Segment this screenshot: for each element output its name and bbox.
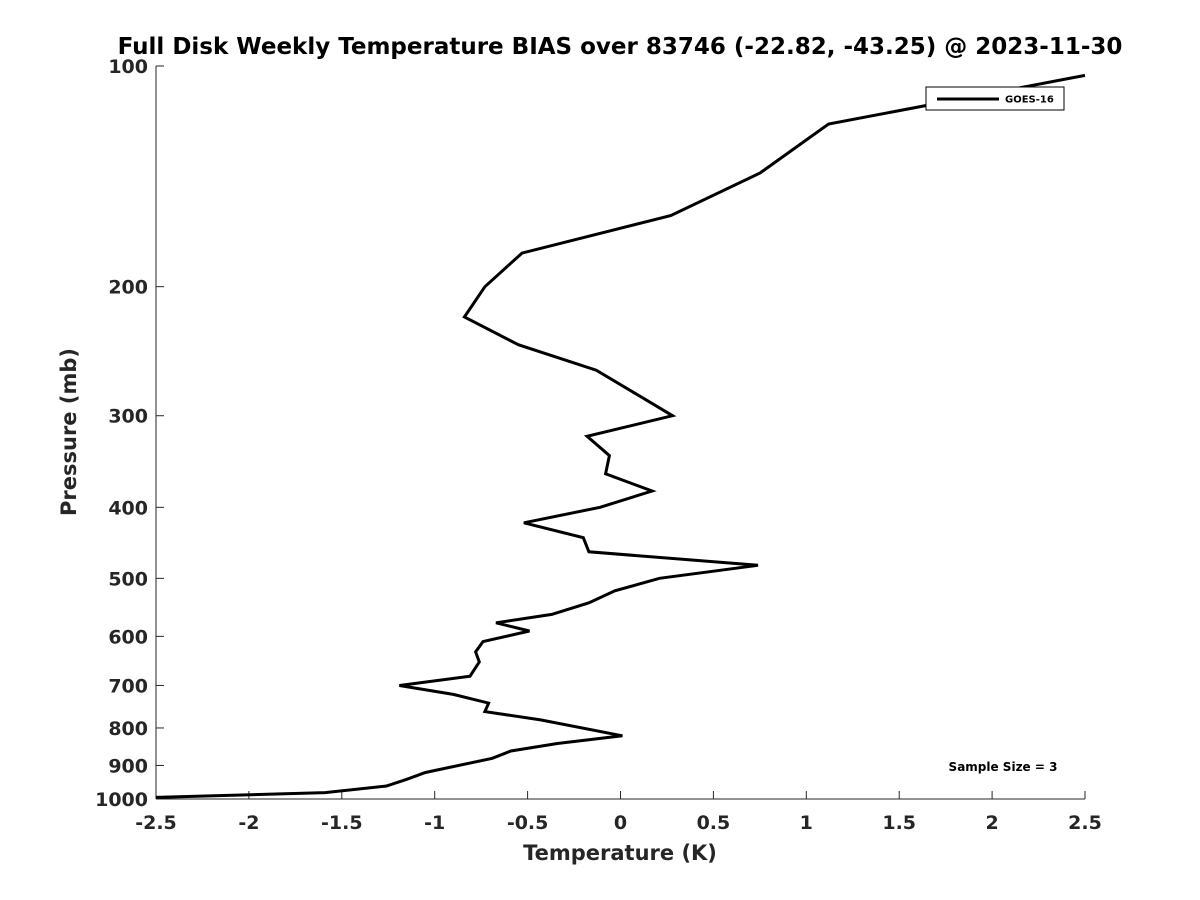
x-tick-label: 2.5 bbox=[1068, 812, 1102, 834]
sample-size-annotation: Sample Size = 3 bbox=[949, 760, 1058, 774]
legend-label-goes-16: GOES-16 bbox=[1005, 95, 1054, 106]
y-axis-label: Pressure (mb) bbox=[57, 348, 81, 516]
y-tick-label: 100 bbox=[108, 56, 148, 78]
y-tick-label: 600 bbox=[108, 626, 148, 648]
tick-marks bbox=[155, 65, 1086, 800]
y-tick-label: 300 bbox=[108, 406, 148, 428]
x-tick-label: -2.5 bbox=[135, 812, 177, 834]
y-tick-label: 800 bbox=[108, 718, 148, 740]
x-tick-label: 0.5 bbox=[697, 812, 731, 834]
y-tick-label: 700 bbox=[108, 675, 148, 697]
y-tick-label: 500 bbox=[108, 568, 148, 590]
x-tick-label: -1.5 bbox=[321, 812, 363, 834]
x-axis-label: Temperature (K) bbox=[523, 841, 717, 865]
series-line-0 bbox=[155, 73, 1086, 799]
series-group bbox=[155, 73, 1086, 799]
y-tick-label: 1000 bbox=[95, 789, 148, 811]
x-tick-label: -0.5 bbox=[507, 812, 549, 834]
x-tick-label: 1 bbox=[800, 812, 813, 834]
y-tick-label: 900 bbox=[108, 755, 148, 777]
x-tick-label: -1 bbox=[424, 812, 445, 834]
x-tick-label: 1.5 bbox=[882, 812, 916, 834]
x-tick-label: 2 bbox=[985, 812, 998, 834]
legend: GOES-16 bbox=[925, 86, 1065, 111]
tick-labels: -2.5 -2 -1.5 -1 -0.5 0 0.5 1 1.5 2 2.5 100 200 300 400… bbox=[95, 56, 1102, 834]
y-tick-label: 400 bbox=[108, 497, 148, 519]
x-tick-label: -2 bbox=[238, 812, 259, 834]
axes bbox=[155, 66, 1085, 800]
y-tick-label: 200 bbox=[108, 277, 148, 299]
x-tick-label: 0 bbox=[614, 812, 627, 834]
chart-title: Full Disk Weekly Temperature BIAS over 8… bbox=[118, 34, 1123, 60]
